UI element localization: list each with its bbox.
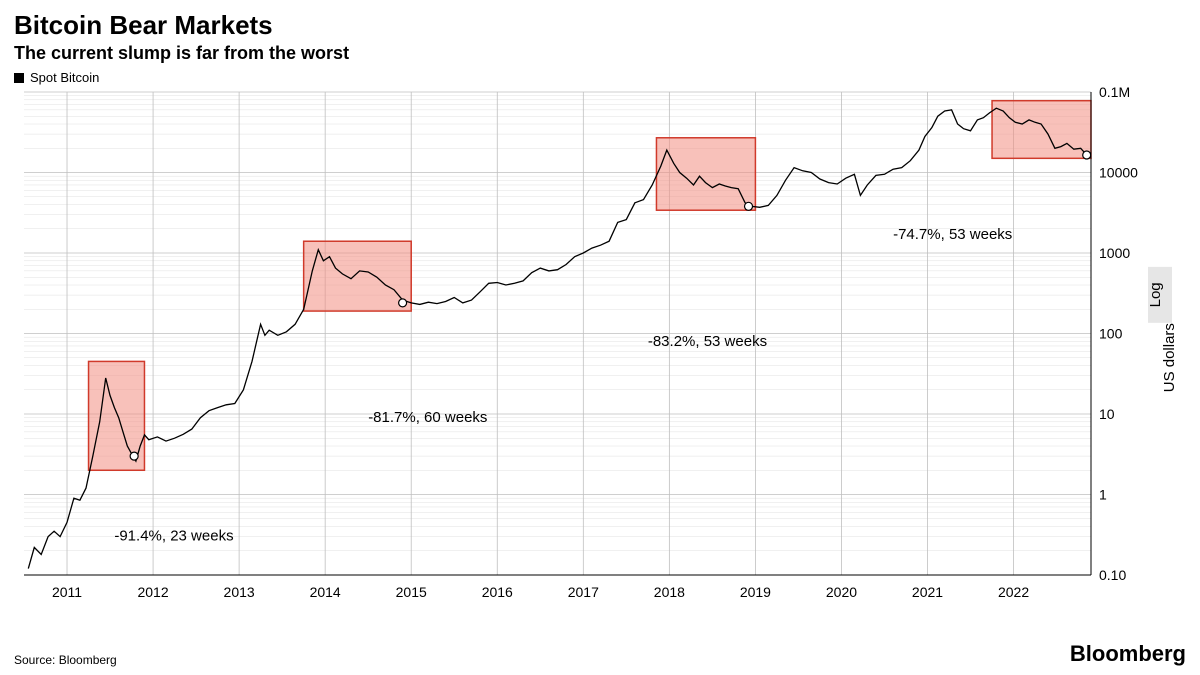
source-text: Source: Bloomberg	[14, 653, 117, 667]
svg-text:2017: 2017	[568, 584, 599, 600]
price-chart: 0.10 1 10 100 1000 10000 0.1M 2011 2012 2013 2014 2…	[14, 87, 1186, 637]
brand-logo: Bloomberg	[1070, 641, 1186, 667]
svg-text:1: 1	[1099, 487, 1107, 503]
chart-title: Bitcoin Bear Markets	[14, 10, 1186, 41]
svg-text:2012: 2012	[137, 584, 168, 600]
svg-text:100: 100	[1099, 326, 1123, 342]
svg-text:-83.2%, 53 weeks: -83.2%, 53 weeks	[648, 333, 767, 350]
svg-text:2013: 2013	[224, 584, 255, 600]
svg-text:10000: 10000	[1099, 165, 1138, 181]
svg-text:2021: 2021	[912, 584, 943, 600]
legend: Spot Bitcoin	[14, 70, 1186, 85]
svg-text:2014: 2014	[310, 584, 341, 600]
svg-text:10: 10	[1099, 406, 1115, 422]
svg-text:0.1M: 0.1M	[1099, 87, 1130, 100]
svg-text:US dollars: US dollars	[1161, 323, 1178, 392]
svg-text:2011: 2011	[52, 584, 82, 600]
svg-text:Log: Log	[1147, 282, 1164, 307]
svg-text:2020: 2020	[826, 584, 857, 600]
svg-text:0.10: 0.10	[1099, 567, 1126, 583]
svg-text:2016: 2016	[482, 584, 513, 600]
legend-label: Spot Bitcoin	[30, 70, 99, 85]
chart-subtitle: The current slump is far from the worst	[14, 43, 1186, 64]
svg-text:2015: 2015	[396, 584, 427, 600]
svg-text:2019: 2019	[740, 584, 771, 600]
svg-text:1000: 1000	[1099, 245, 1130, 261]
legend-marker	[14, 73, 24, 83]
svg-text:-91.4%, 23 weeks: -91.4%, 23 weeks	[114, 527, 233, 544]
svg-text:-81.7%, 60 weeks: -81.7%, 60 weeks	[368, 409, 487, 426]
svg-text:2018: 2018	[654, 584, 685, 600]
svg-text:2022: 2022	[998, 584, 1029, 600]
svg-text:-74.7%, 53 weeks: -74.7%, 53 weeks	[893, 226, 1012, 243]
